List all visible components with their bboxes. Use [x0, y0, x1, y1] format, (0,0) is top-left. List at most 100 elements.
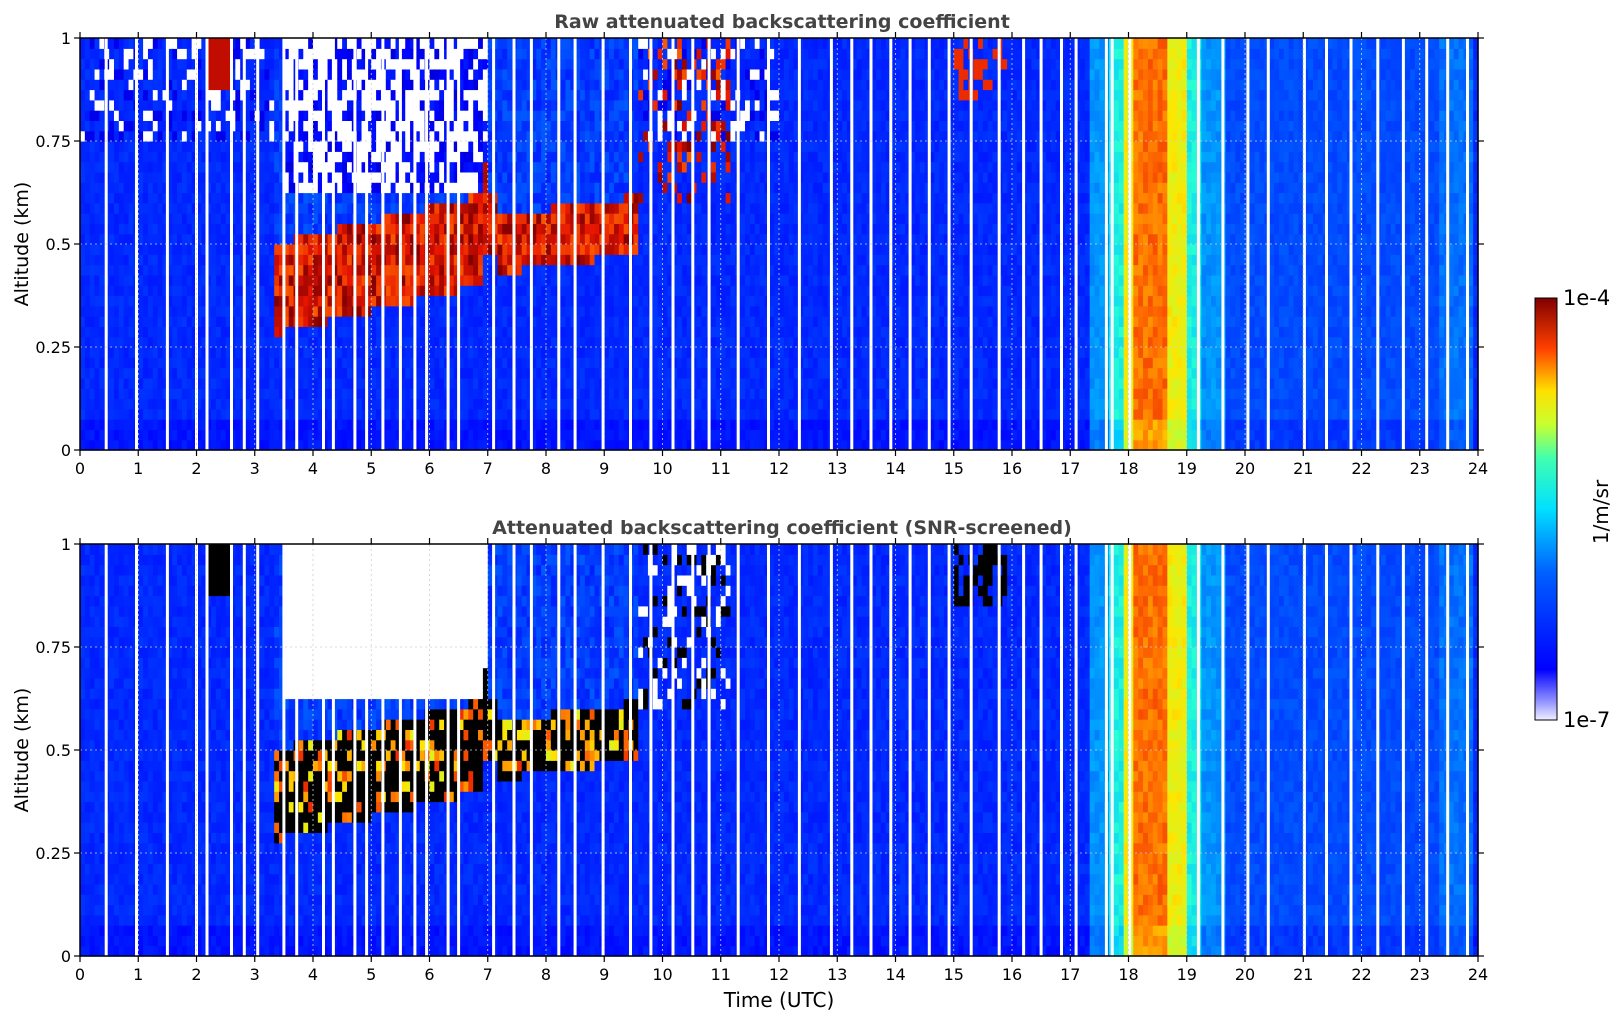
heat-cell	[546, 408, 552, 420]
heat-cell	[143, 89, 149, 101]
heat-cell	[638, 285, 644, 297]
heat-cell	[473, 68, 479, 80]
heat-cell	[303, 233, 309, 245]
heat-cell	[478, 367, 484, 379]
heat-cell	[473, 274, 479, 286]
heat-cell	[497, 161, 503, 173]
heat-cell	[138, 223, 144, 235]
heat-cell	[356, 316, 363, 327]
heat-cell	[123, 202, 130, 214]
heat-cell	[245, 68, 251, 80]
heat-cell	[565, 377, 571, 389]
heat-cell	[366, 79, 372, 91]
heat-cell	[507, 347, 513, 358]
heat-cell	[550, 223, 557, 235]
heat-cell	[623, 316, 630, 327]
heat-cell	[623, 68, 630, 80]
heat-cell	[269, 161, 275, 173]
heat-cell	[502, 305, 508, 317]
heat-cell	[429, 408, 435, 420]
heat-cell	[235, 398, 241, 410]
heat-cell	[579, 171, 586, 183]
heat-cell	[482, 285, 489, 297]
heat-cell	[113, 305, 120, 317]
heat-cell	[172, 285, 178, 297]
heat-cell	[516, 398, 523, 410]
heat-cell	[279, 254, 285, 266]
heat-cell	[579, 316, 586, 327]
heat-cell	[507, 398, 513, 410]
heat-cell	[269, 357, 275, 369]
heat-cell	[327, 110, 334, 121]
heat-cell	[264, 192, 270, 204]
heat-cell	[220, 58, 227, 70]
heat-cell	[162, 419, 168, 430]
heat-cell	[264, 419, 270, 430]
heat-cell	[623, 89, 630, 101]
heat-cell	[482, 316, 489, 327]
heat-cell	[186, 202, 193, 214]
heat-cell	[589, 79, 596, 91]
heat-cell	[99, 141, 105, 152]
heat-cell	[604, 326, 610, 338]
heat-cell	[478, 99, 484, 111]
heat-cell	[550, 305, 557, 317]
heat-cell	[109, 48, 115, 60]
heat-cell	[89, 130, 96, 142]
heat-cell	[259, 336, 266, 348]
heat-cell	[288, 388, 295, 400]
heat-cell	[94, 223, 101, 235]
heat-cell	[546, 48, 552, 60]
heat-cell	[390, 110, 397, 121]
heat-cell	[594, 223, 600, 235]
heat-cell	[570, 254, 576, 266]
heat-cell	[643, 336, 649, 348]
heat-cell	[468, 171, 474, 183]
heat-cell	[492, 347, 499, 358]
heat-cell	[118, 295, 125, 307]
heat-cell	[623, 347, 630, 358]
heat-cell	[385, 48, 392, 60]
heat-cell	[502, 161, 508, 173]
heat-cell	[463, 110, 469, 121]
heat-cell	[89, 419, 96, 430]
heat-cell	[172, 130, 178, 142]
heat-cell	[414, 171, 421, 183]
heat-cell	[453, 398, 460, 410]
heat-cell	[516, 213, 523, 224]
heat-cell	[157, 367, 164, 379]
heat-cell	[138, 233, 144, 245]
heat-cell	[429, 161, 435, 173]
heat-cell	[400, 192, 406, 204]
heat-cell	[128, 305, 134, 317]
heat-cell	[128, 285, 134, 297]
heat-cell	[604, 429, 610, 441]
heat-cell	[458, 326, 465, 338]
heat-cell	[667, 223, 673, 235]
heat-cell	[546, 285, 552, 297]
heat-cell	[269, 367, 275, 379]
heat-cell	[206, 254, 212, 266]
heat-cell	[492, 141, 499, 152]
heat-cell	[618, 377, 625, 389]
heat-cell	[327, 192, 334, 204]
heat-cell	[652, 202, 659, 214]
heat-cell	[308, 161, 314, 173]
heat-cell	[497, 347, 503, 358]
heat-cell	[482, 171, 489, 183]
heat-cell	[589, 419, 596, 430]
heat-cell	[274, 58, 280, 70]
heat-cell	[313, 48, 319, 60]
heat-cell	[109, 429, 115, 441]
heat-cell	[400, 367, 406, 379]
heat-cell	[492, 99, 499, 111]
heat-cell	[565, 89, 571, 101]
heat-cell	[550, 439, 557, 451]
heat-cell	[390, 316, 397, 327]
heat-cell	[298, 419, 304, 430]
heat-cell	[453, 233, 460, 245]
heat-cell	[643, 79, 649, 91]
heat-cell	[303, 48, 309, 60]
heat-cell	[249, 233, 256, 245]
heat-cell	[264, 398, 270, 410]
